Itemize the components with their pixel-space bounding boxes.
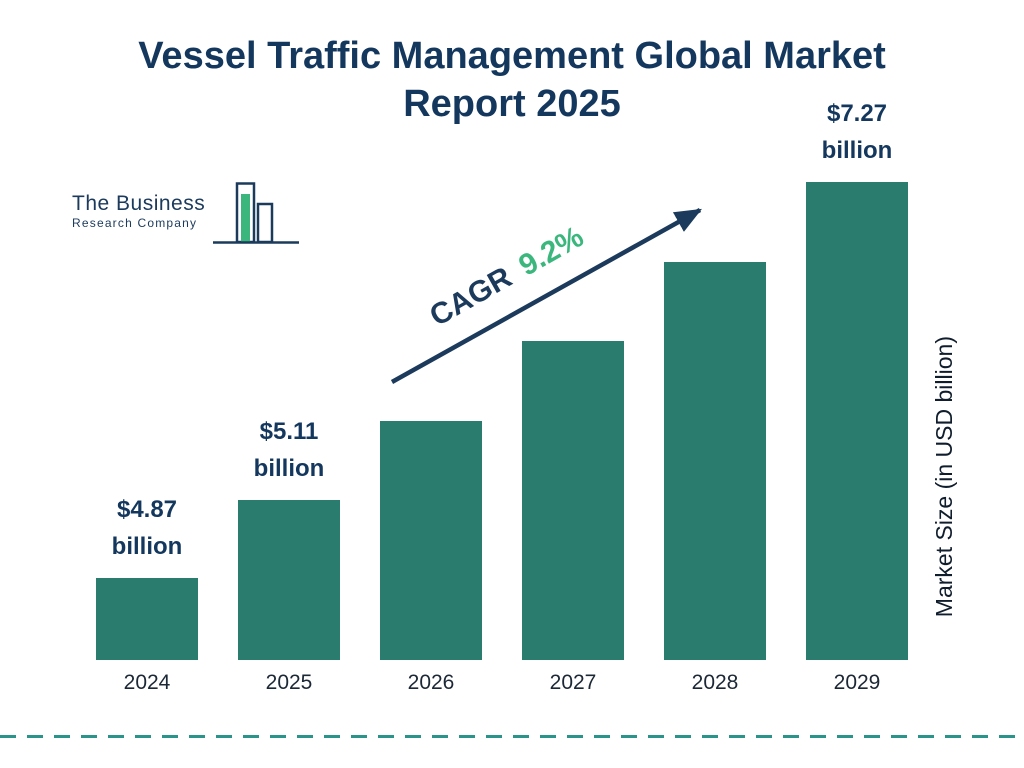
x-tick-2029: 2029 bbox=[833, 671, 881, 694]
bar-group-2029: $7.27 billion 2029 bbox=[806, 95, 908, 695]
logo-line2: Research Company bbox=[72, 216, 198, 230]
bar-2027 bbox=[522, 341, 624, 660]
logo-line1: The Business bbox=[72, 192, 206, 215]
logo-chart-icon bbox=[213, 182, 300, 244]
cagr-trend-arrow bbox=[390, 208, 702, 384]
y-axis-label: Market Size (in USD billion) bbox=[931, 336, 957, 618]
x-tick-2027: 2027 bbox=[549, 671, 597, 694]
bar-chart: $4.87 billion 2024 $5.11 billion 2025 20… bbox=[96, 95, 908, 695]
bar-2024 bbox=[96, 578, 198, 660]
bar-2026 bbox=[380, 421, 482, 660]
bar-group-2025: $5.11 billion 2025 bbox=[238, 413, 340, 695]
x-tick-2028: 2028 bbox=[691, 671, 739, 694]
logo: The Business Research Company bbox=[72, 182, 301, 244]
bar-2025 bbox=[238, 500, 340, 660]
bar-group-2027: 2027 bbox=[522, 328, 624, 695]
bottom-dashed-line bbox=[0, 735, 1024, 738]
bar-2029 bbox=[806, 182, 908, 660]
bar-value-label-2029: $7.27 billion bbox=[821, 99, 893, 164]
bar-group-2024: $4.87 billion 2024 bbox=[96, 491, 198, 695]
x-tick-2026: 2026 bbox=[407, 671, 455, 694]
bar-group-2028: 2028 bbox=[664, 249, 766, 695]
bar-group-2026: 2026 bbox=[380, 408, 482, 695]
bar-2028 bbox=[664, 262, 766, 660]
bar-value-label-2025: $5.11 billion bbox=[253, 417, 325, 482]
bar-value-label-2024: $4.87 billion bbox=[111, 495, 183, 560]
logo-text: The Business Research Company bbox=[72, 192, 205, 244]
page-title: Vessel Traffic Management Global Market … bbox=[138, 35, 886, 125]
x-tick-2025: 2025 bbox=[265, 671, 313, 694]
x-tick-2024: 2024 bbox=[123, 671, 171, 694]
